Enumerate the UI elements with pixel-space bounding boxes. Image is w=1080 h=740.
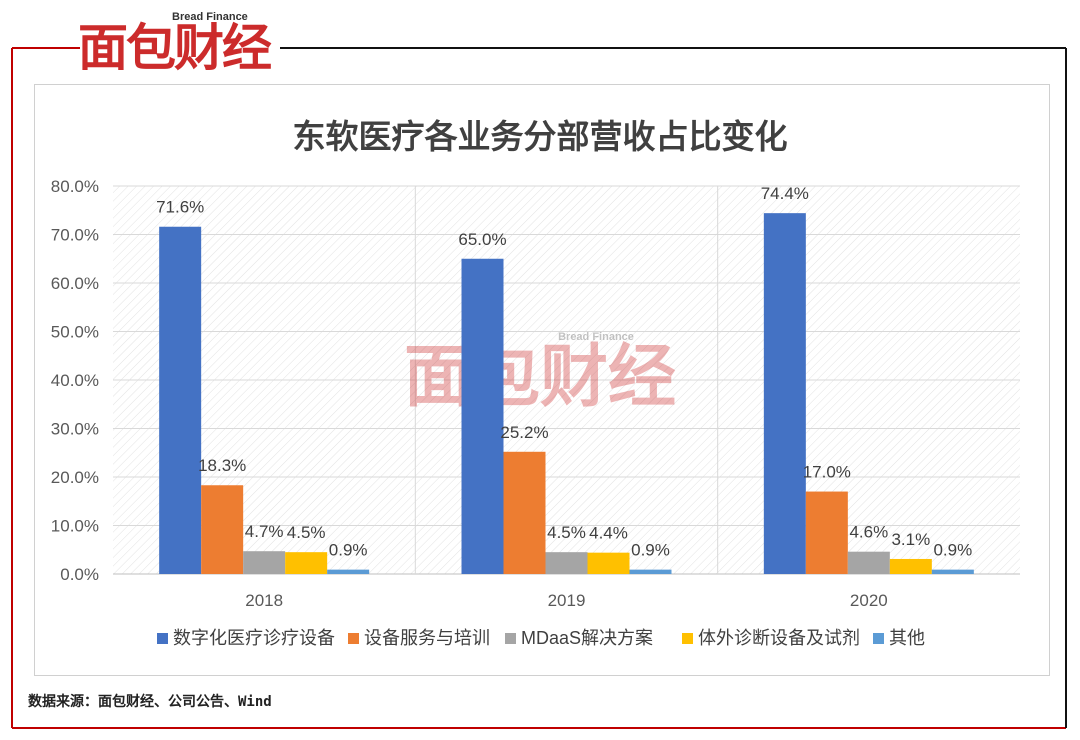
legend-swatch: [157, 633, 168, 644]
bars: [159, 213, 974, 575]
legend-swatch: [682, 633, 693, 644]
x-tick-label: 2019: [548, 591, 586, 610]
y-tick-label: 70.0%: [51, 226, 99, 245]
y-tick-label: 30.0%: [51, 420, 99, 439]
data-label: 74.4%: [761, 184, 809, 203]
x-tick-label: 2018: [245, 591, 283, 610]
data-label: 0.9%: [933, 541, 972, 560]
bar: [847, 551, 890, 574]
y-tick-label: 60.0%: [51, 274, 99, 293]
legend-label: MDaaS解决方案: [521, 628, 653, 648]
legend-label: 数字化医疗诊疗设备: [173, 628, 335, 648]
legend: 数字化医疗诊疗设备 设备服务与培训 MDaaS解决方案 体外诊断设备及试剂 其他: [157, 628, 925, 648]
data-label: 0.9%: [631, 541, 670, 560]
data-label: 4.5%: [287, 523, 326, 542]
data-label: 25.2%: [500, 423, 548, 442]
y-tick-label: 10.0%: [51, 517, 99, 536]
watermark-logo-english: Bread Finance: [558, 331, 634, 343]
bar: [629, 569, 672, 574]
bar: [159, 226, 202, 575]
brand-logo-english: Bread Finance: [172, 11, 248, 23]
data-label: 71.6%: [156, 198, 204, 217]
axes: 0.0% 10.0% 20.0% 30.0% 40.0% 50.0% 60.0% 70.0% 8…: [51, 177, 888, 610]
y-tick-label: 40.0%: [51, 371, 99, 390]
bar: [201, 485, 244, 574]
bar: [545, 552, 588, 574]
data-label: 17.0%: [803, 463, 851, 482]
watermark-logo: 面包财经: [404, 338, 676, 417]
data-label: 4.5%: [547, 523, 586, 542]
bar: [243, 551, 286, 574]
bar: [503, 451, 546, 574]
bar: [763, 213, 806, 574]
data-label: 4.6%: [849, 523, 888, 542]
y-tick-label: 50.0%: [51, 323, 99, 342]
legend-label: 体外诊断设备及试剂: [698, 628, 860, 648]
data-label: 4.4%: [589, 524, 628, 543]
brand-logo: 面包财经: [78, 19, 272, 77]
bar: [587, 552, 630, 574]
data-label: 3.1%: [891, 530, 930, 549]
bar: [805, 491, 848, 574]
legend-swatch: [348, 633, 359, 644]
bar: [889, 558, 932, 574]
legend-label: 设备服务与培训: [364, 628, 490, 648]
bar: [327, 569, 370, 574]
y-tick-label: 80.0%: [51, 177, 99, 196]
source-note: 数据来源：面包财经、公司公告、Wind: [28, 694, 272, 710]
bar: [931, 569, 974, 574]
bar: [285, 552, 328, 574]
y-tick-label: 0.0%: [60, 565, 99, 584]
bar: [461, 258, 504, 574]
data-label: 18.3%: [198, 456, 246, 475]
legend-swatch: [873, 633, 884, 644]
data-label: 0.9%: [329, 541, 368, 560]
data-label: 4.7%: [245, 522, 284, 541]
legend-swatch: [505, 633, 516, 644]
legend-label: 其他: [889, 628, 925, 648]
watermark: 面包财经 Bread Finance: [404, 331, 676, 417]
chart-title: 东软医疗各业务分部营收占比变化: [292, 117, 788, 156]
data-labels: 71.6%65.0%74.4%18.3%25.2%17.0%4.7% 4.5% 4.…: [156, 184, 972, 559]
y-tick-label: 20.0%: [51, 468, 99, 487]
x-tick-label: 2020: [850, 591, 888, 610]
data-label: 65.0%: [458, 230, 506, 249]
